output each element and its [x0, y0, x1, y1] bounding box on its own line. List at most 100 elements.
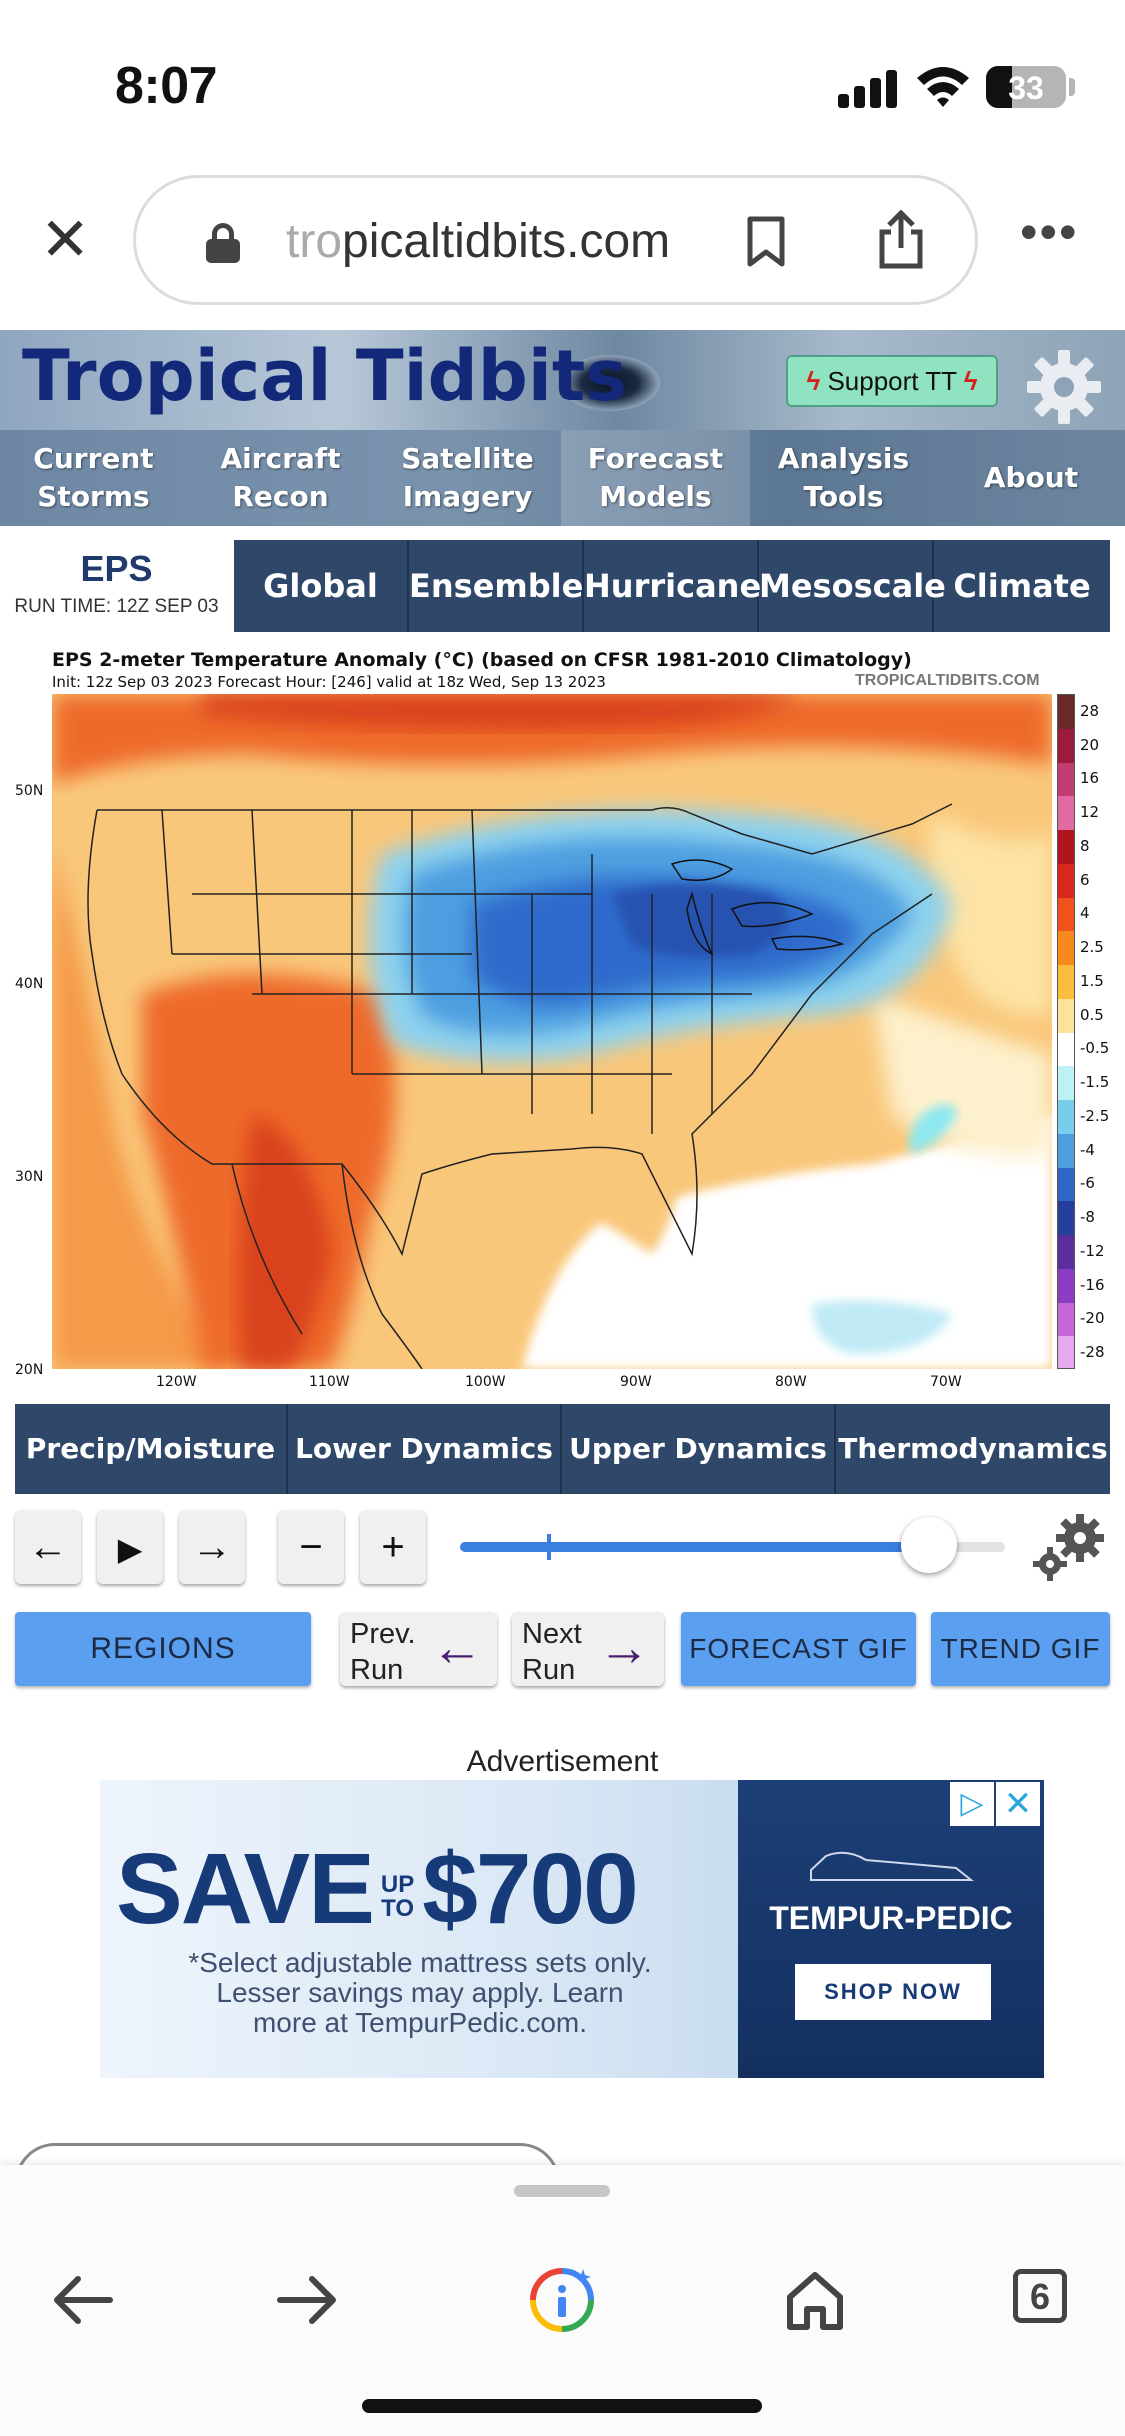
battery-icon: 33 [986, 66, 1066, 108]
hurricane-symbol-icon-right: ϟ [963, 366, 978, 396]
zoom-out-button[interactable]: − [278, 1510, 344, 1584]
site-nav: Current Storms Aircraft Recon Satellite Ima… [0, 430, 1125, 526]
status-time: 8:07 [115, 57, 218, 115]
next-run-button[interactable]: Next Run → [512, 1612, 664, 1686]
longitude-label: 120W [156, 1374, 197, 1390]
nav-analysis-tools[interactable]: Analysis Tools [750, 430, 937, 526]
back-arrow-icon[interactable] [48, 2265, 118, 2335]
url-text[interactable]: tropicaltidbits.com [286, 214, 670, 269]
forecast-gif-button[interactable]: FORECAST GIF [681, 1612, 916, 1686]
bookmark-icon[interactable] [746, 216, 786, 268]
tab-mesoscale[interactable]: Mesoscale [759, 540, 946, 632]
colorbar-label: 6 [1080, 870, 1090, 889]
ad-offer-panel: SAVE UP TO$700 *Select adjustable mattress… [100, 1780, 738, 2078]
colorbar-label: 16 [1080, 769, 1100, 788]
longitude-label: 80W [775, 1374, 807, 1390]
minus-icon: − [299, 1525, 323, 1569]
hurricane-symbol-icon: ϟ [806, 366, 821, 396]
share-icon[interactable] [876, 210, 926, 270]
forward-arrow-icon[interactable] [272, 2265, 342, 2335]
colorbar-label: -2.5 [1080, 1106, 1110, 1125]
colorbar-segment [1058, 998, 1074, 1034]
nav-forecast-models[interactable]: Forecast Models [561, 430, 750, 526]
colorbar-label: -0.5 [1080, 1039, 1110, 1058]
slider-thumb[interactable] [900, 1517, 957, 1573]
support-tt-button[interactable]: ϟ Support TT ϟ [786, 355, 998, 407]
colorbar-label: -12 [1080, 1241, 1105, 1260]
tab-precip-moisture[interactable]: Precip/Moisture [15, 1404, 288, 1494]
longitude-label: 70W [930, 1374, 962, 1390]
tab-thermodynamics[interactable]: Thermodynamics [838, 1432, 1108, 1465]
nav-label: Forecast [587, 442, 724, 475]
temperature-anomaly-map[interactable] [52, 694, 1052, 1369]
more-options-icon[interactable]: ••• [1020, 204, 1079, 260]
ad-headline: SAVE UP TO$700 [116, 1832, 639, 1947]
prev-run-button[interactable]: Prev. Run ← [340, 1612, 497, 1686]
nav-satellite-imagery[interactable]: Satellite Imagery [374, 430, 561, 526]
colorbar-label: -8 [1080, 1208, 1095, 1227]
colorbar-segment [1058, 1100, 1074, 1135]
trend-gif-button[interactable]: TREND GIF [931, 1612, 1110, 1686]
tab-climate[interactable]: Climate [953, 567, 1091, 605]
ad-fine-print: *Select adjustable mattress sets only. L… [130, 1948, 710, 2038]
tab-global[interactable]: Global [234, 540, 409, 632]
adchoices-icon[interactable]: ▷ [950, 1782, 994, 1826]
colorbar-segment [1058, 863, 1074, 899]
advertisement-label: Advertisement [466, 1745, 659, 1778]
chart-title: EPS 2-meter Temperature Anomaly (°C) (ba… [52, 649, 912, 671]
advertisement-banner[interactable]: SAVE UP TO$700 *Select adjustable mattress… [100, 1780, 1044, 2078]
nav-label: Analysis [777, 442, 910, 475]
tab-upper-dynamics[interactable]: Upper Dynamics [562, 1404, 836, 1494]
latitude-label: 20N [15, 1362, 44, 1378]
google-lens-info-icon[interactable] [527, 2265, 597, 2335]
next-run-line2: Run [522, 1654, 576, 1686]
play-button[interactable]: ▶ [97, 1510, 163, 1584]
site-logo[interactable]: Tropical Tidbits [22, 335, 627, 417]
forecast-hour-slider[interactable] [460, 1517, 1005, 1573]
colorbar-label: -6 [1080, 1174, 1095, 1193]
lock-icon [206, 223, 240, 263]
colorbar-segment [1058, 1201, 1074, 1236]
colorbar-segment [1058, 1235, 1074, 1270]
colorbar-label: -20 [1080, 1309, 1105, 1328]
nav-current-storms[interactable]: Current Storms [0, 430, 187, 526]
nav-aircraft-recon[interactable]: Aircraft Recon [187, 430, 374, 526]
nav-label: About [983, 461, 1079, 494]
colorbar-segment [1058, 1032, 1074, 1068]
close-tab-button[interactable]: ✕ [40, 210, 90, 270]
previous-frame-button[interactable]: ← [15, 1510, 81, 1584]
zoom-in-button[interactable]: + [360, 1510, 426, 1584]
regions-button[interactable]: REGIONS [15, 1612, 311, 1686]
plus-icon: + [381, 1525, 405, 1569]
colorbar-label: 0.5 [1080, 1005, 1104, 1024]
latitude-label: 40N [15, 976, 44, 992]
close-ad-icon[interactable]: ✕ [996, 1782, 1040, 1826]
tabs-count-button[interactable]: 6 [1013, 2269, 1067, 2323]
hurricane-eye-graphic [560, 355, 660, 411]
tab-ensemble[interactable]: Ensemble [409, 540, 584, 632]
next-frame-button[interactable]: → [179, 1510, 245, 1584]
nav-about[interactable]: About [937, 430, 1125, 526]
parameter-tabs: Precip/Moisture Lower Dynamics Upper Dyn… [15, 1404, 1110, 1494]
url-text-dim: tro [286, 215, 343, 268]
tab-hurricane[interactable]: Hurricane [584, 540, 761, 632]
toolbar-grabber[interactable] [514, 2185, 610, 2197]
ad-up: UP [380, 1870, 415, 1898]
tab-lower-dynamics[interactable]: Lower Dynamics [288, 1404, 562, 1494]
nav-label: Recon [232, 480, 329, 513]
colorbar-label: -1.5 [1080, 1073, 1110, 1092]
address-bar[interactable]: tropicaltidbits.com [133, 175, 978, 305]
cellular-signal-icon [838, 70, 898, 108]
settings-gear-icon[interactable] [1025, 348, 1103, 426]
colorbar-label: 1.5 [1080, 971, 1104, 990]
colorbar-segment [1058, 830, 1074, 865]
shop-now-button[interactable]: SHOP NOW [795, 1964, 991, 2020]
home-icon[interactable] [780, 2265, 850, 2335]
arrow-right-icon: → [598, 1619, 650, 1677]
colorbar-segment [1058, 931, 1074, 966]
slider-tick [547, 1534, 552, 1560]
slider-fill [460, 1542, 929, 1552]
ad-amount: $700 [422, 1833, 638, 1945]
options-gears-icon[interactable] [1030, 1512, 1110, 1584]
arrow-left-icon: ← [431, 1619, 483, 1677]
